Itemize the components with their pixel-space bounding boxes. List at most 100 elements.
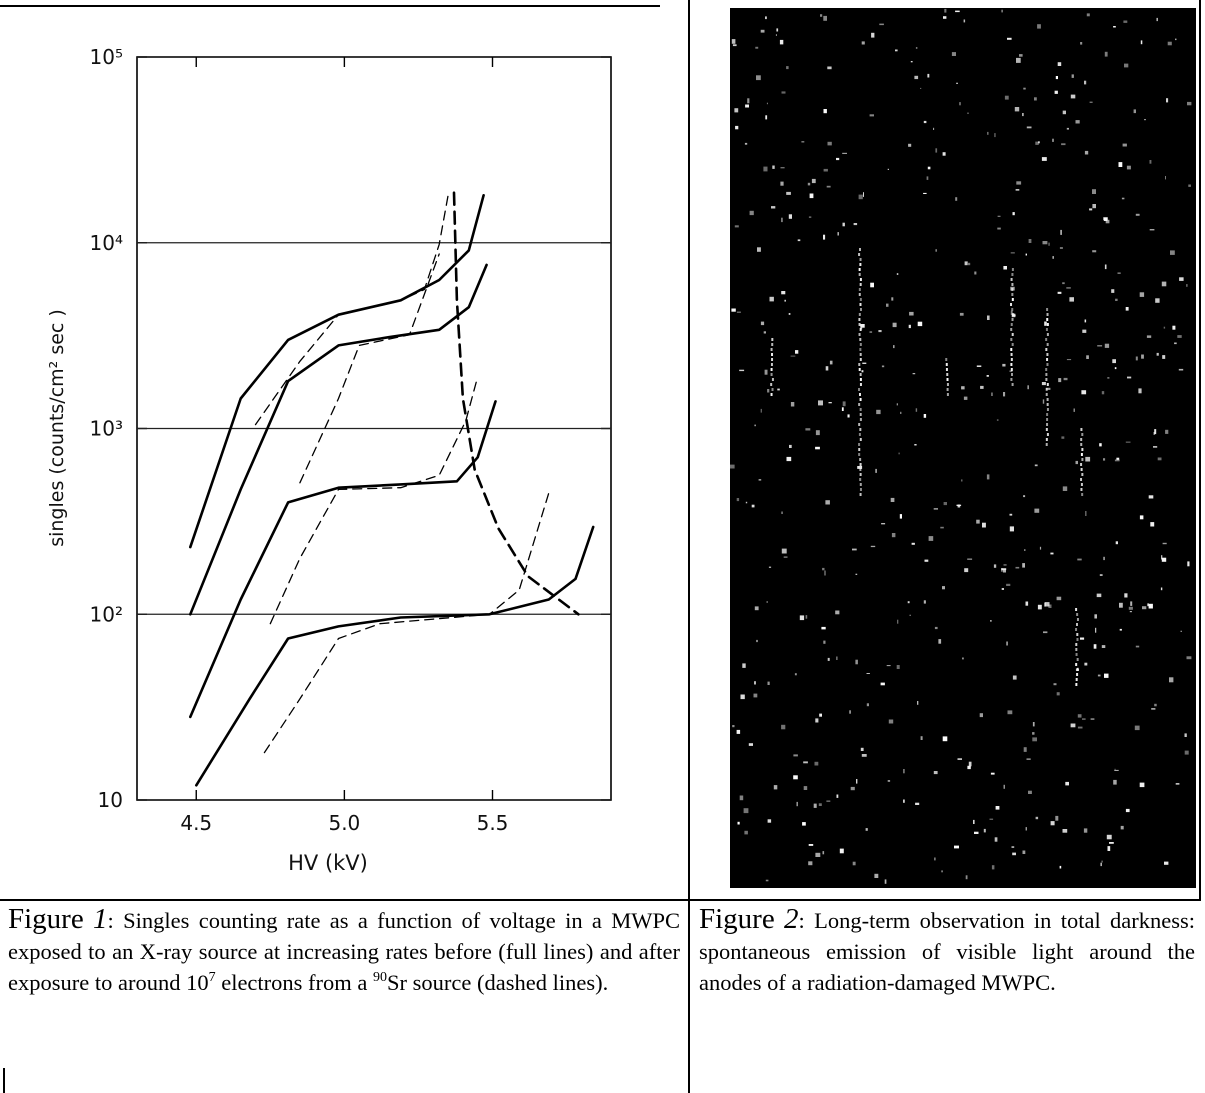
speck [860,324,865,328]
speck [974,831,979,834]
streak [1076,668,1079,671]
speck [1016,181,1022,185]
speck [1156,352,1159,356]
speck [1170,250,1175,255]
speck [941,870,943,873]
speck [769,296,774,302]
streak [1045,368,1048,371]
speck [1092,250,1097,253]
speck [1003,392,1006,397]
streak [858,253,861,256]
speck [1186,284,1188,287]
streak [859,338,862,341]
speck [1084,319,1087,323]
speck [938,639,942,644]
streak [859,373,862,376]
speck [1169,677,1174,683]
speck [823,234,826,240]
speck [1129,611,1132,613]
streak [859,283,862,286]
speck [788,313,791,315]
speck [781,548,787,554]
speck [793,754,798,757]
streak [1010,353,1013,356]
streak [1010,368,1013,371]
speck [908,143,912,147]
streak [1045,388,1048,391]
streak [771,378,774,381]
speck [1057,291,1062,294]
speck [1114,769,1119,771]
speck [1083,828,1088,833]
speck [982,522,986,528]
streak [1045,393,1048,396]
streak [1075,653,1078,656]
speck [914,75,919,80]
speck [1153,446,1158,448]
speck [1056,692,1060,696]
curve [189,194,485,549]
speck [1069,297,1074,302]
speck [1035,816,1039,820]
speck [1119,602,1123,608]
speck [754,606,759,611]
speck [1061,143,1066,146]
streak [1011,298,1014,301]
speck [767,389,770,393]
speck [903,769,905,774]
speck [1009,513,1013,516]
streak [1081,458,1084,461]
curve [452,191,580,616]
speck [940,526,944,529]
speck [920,87,922,89]
speck [1055,815,1059,821]
speck [1113,26,1116,28]
streak [858,443,861,446]
streak [1010,338,1013,341]
streak [1010,278,1013,281]
speck [1104,51,1108,57]
speck [1124,63,1129,68]
speck [808,216,812,218]
speck [990,772,995,775]
streak [1010,358,1013,361]
speck [781,291,786,295]
table-border [0,899,1201,901]
speck [773,785,778,790]
speck [1007,37,1012,40]
x-axis-label: HV (kV) [288,851,368,875]
speck [1042,241,1048,245]
speck [767,681,770,685]
speck [1165,176,1166,180]
caption-text: Sr source (dashed lines). [387,970,609,995]
speck [1148,603,1153,609]
curve [189,263,488,616]
streak [1080,463,1083,466]
streak [1075,643,1078,646]
speck [1082,718,1086,720]
speck [1148,495,1154,499]
speck [1032,732,1035,735]
speck [903,799,905,803]
streak [1046,313,1049,316]
speck [737,821,740,825]
streak [858,433,861,436]
speck [1086,355,1089,359]
streak [1010,378,1013,381]
speck [744,830,748,835]
speck [910,61,913,63]
speck [758,479,762,481]
speck [1027,385,1029,390]
streak [771,343,774,346]
speck [786,191,791,195]
speck [928,536,934,541]
speck [1172,325,1176,330]
speck [815,446,820,450]
speck [968,761,972,767]
streak [1046,318,1049,321]
streak [1011,383,1014,386]
speck [997,215,1001,217]
speck [781,91,786,94]
speck [1138,388,1142,394]
speck [997,227,1001,230]
